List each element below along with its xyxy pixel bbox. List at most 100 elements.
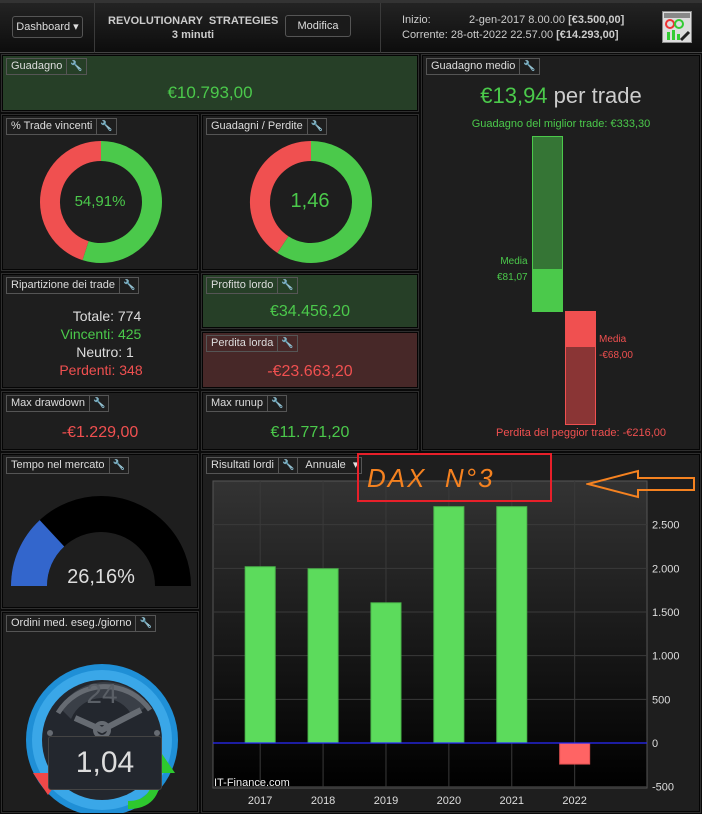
y-tick-label: 1.000 [652, 651, 680, 663]
wrench-icon[interactable]: 🔧 [306, 119, 326, 134]
x-tick-label: 2021 [500, 795, 524, 807]
top-bar [0, 0, 702, 53]
profit-factor-donut [250, 141, 372, 263]
wrench-icon[interactable]: 🔧 [519, 59, 538, 74]
market-time-gauge [11, 496, 191, 587]
divider [94, 3, 95, 53]
panel-title: Max drawdown [11, 397, 85, 409]
avg-loss-value: -€68,00 [599, 350, 633, 361]
bar-2022 [559, 742, 591, 765]
x-tick-label: 2022 [562, 795, 586, 807]
settings-dashboard-icon[interactable] [662, 11, 692, 43]
panel-title: Perdita lorda [211, 337, 274, 349]
avg-loss-label: Media [599, 334, 627, 345]
market-time-value: 26,16% [67, 566, 135, 588]
bar-2021 [496, 506, 528, 744]
arrow-down-icon [33, 746, 81, 795]
profit-factor-value: 1,46 [290, 190, 330, 212]
current-label: Corrente: [402, 29, 448, 41]
annotation-arrow-icon [586, 469, 695, 499]
wrench-icon[interactable]: 🔧 [88, 396, 108, 411]
start-value: [€3.500,00] [568, 14, 625, 26]
donut-loss-segment [250, 141, 312, 253]
profitto-lordo-panel: Profitto lordo 🔧 €34.456,20 [201, 273, 419, 329]
y-tick-label: 2.500 [652, 520, 680, 532]
profitto-lordo-value: €34.456,20 [269, 303, 351, 320]
y-tick-label: 1.500 [652, 607, 680, 619]
period-dropdown[interactable]: Annuale ▾ [297, 458, 361, 473]
panel-title: Max runup [211, 397, 263, 409]
totale: Totale: 774 [72, 308, 142, 324]
win-rate-value: 54,91% [74, 193, 126, 210]
x-tick-label: 2020 [437, 795, 461, 807]
watermark: IT-Finance.com [214, 777, 290, 789]
wrench-icon[interactable]: 🔧 [266, 396, 286, 411]
max-runup-value: €11.771,20 [270, 424, 350, 441]
max-runup-panel: Max runup 🔧 €11.771,20 [201, 391, 419, 451]
timeframe: 3 minuti [171, 29, 215, 41]
win-rate-donut [40, 141, 162, 263]
wrench-icon[interactable]: 🔧 [118, 278, 138, 293]
dashboard-label: Dashboard [16, 21, 71, 33]
ripartizione-panel: Ripartizione dei trade 🔧 Totale: 774 Vinc… [1, 273, 199, 389]
guadagni-perdite-panel: Guadagni / Perdite 🔧 1,46 [201, 114, 419, 271]
start-date: 2-gen-2017 8.00.00 [468, 14, 565, 26]
y-tick-label: 500 [652, 694, 670, 706]
risultati-lordi-panel: Risultati lordi 🔧 Annuale ▾ -500 0 500 1.000 1… [201, 453, 701, 813]
guadagno-panel: Guadagno 🔧 €10.793,00 [1, 54, 419, 112]
x-tick-label: 2017 [248, 795, 272, 807]
annotation-box: DAX N°3 [357, 453, 552, 502]
panel-title: Guadagni / Perdite [211, 120, 303, 132]
donut-win-segment [82, 141, 162, 263]
win-bar [532, 136, 563, 312]
plot-area [212, 480, 648, 789]
wrench-icon[interactable]: 🔧 [108, 458, 128, 473]
loss-bar [565, 311, 596, 425]
x-tick-label: 2019 [374, 795, 398, 807]
best-trade: Guadagno del miglior trade: €333,30 [471, 118, 651, 130]
bar-2020 [433, 506, 465, 744]
max-drawdown-panel: Max drawdown 🔧 -€1.229,00 [1, 391, 199, 451]
avg-win-value: €81,07 [497, 272, 528, 283]
neutro: Neutro: 1 [76, 344, 134, 360]
perdita-lorda-value: -€23.663,20 [267, 363, 353, 380]
trade-vincenti-panel: % Trade vincenti 🔧 54,91% [1, 114, 199, 271]
dashboard-dropdown[interactable]: Dashboard ▾ [12, 16, 83, 38]
annotation-text: DAX N°3 [367, 463, 495, 493]
panel-title: % Trade vincenti [11, 120, 93, 132]
max-drawdown-value: -€1.229,00 [61, 424, 139, 441]
current-date: 28-ott-2022 22.57.00 [450, 29, 554, 41]
start-label: Inizio: [402, 14, 431, 26]
ordini-panel: Ordini med. eseg./giorno 🔧 24 1,04 [1, 611, 199, 813]
panel-title: Tempo nel mercato [11, 459, 105, 471]
current-value: [€14.293,00] [556, 29, 619, 41]
panel-title: Ordini med. eseg./giorno [11, 617, 132, 629]
y-tick-label: 2.000 [652, 563, 680, 575]
wrench-icon[interactable]: 🔧 [277, 458, 297, 473]
perdenti: Perdenti: 348 [59, 362, 143, 378]
wrench-icon[interactable]: 🔧 [96, 119, 115, 134]
orders-per-day-value: 1,04 [48, 736, 162, 790]
avg-win-label: Media [500, 256, 528, 267]
arrow-up-icon [128, 751, 175, 809]
wrench-icon[interactable]: 🔧 [277, 278, 296, 293]
panel-title: Profitto lordo [211, 279, 274, 291]
worst-trade: Perdita del peggior trade: -€216,00 [496, 427, 667, 439]
strategy-name: REVOLUTIONARY STRATEGIES [108, 15, 279, 27]
gauge-fill [11, 520, 65, 587]
divider [380, 3, 381, 53]
wrench-icon[interactable]: 🔧 [66, 59, 85, 74]
panel-title: Risultati lordi [211, 459, 274, 471]
perdita-lorda-panel: Perdita lorda 🔧 -€23.663,20 [201, 331, 419, 389]
bar-2017 [244, 566, 276, 744]
modifica-button[interactable]: Modifica [285, 15, 351, 37]
tempo-mercato-panel: Tempo nel mercato 🔧 26,16% [1, 453, 199, 609]
y-tick-label: 0 [652, 738, 658, 750]
avg-per-trade: €13,94 [480, 83, 548, 108]
wrench-icon[interactable]: 🔧 [277, 336, 296, 351]
donut-win-segment [277, 141, 372, 263]
wrench-icon[interactable]: 🔧 [135, 616, 154, 631]
panel-title: Guadagno [11, 60, 63, 72]
vincenti: Vincenti: 425 [60, 326, 142, 342]
donut-loss-segment [40, 141, 102, 261]
